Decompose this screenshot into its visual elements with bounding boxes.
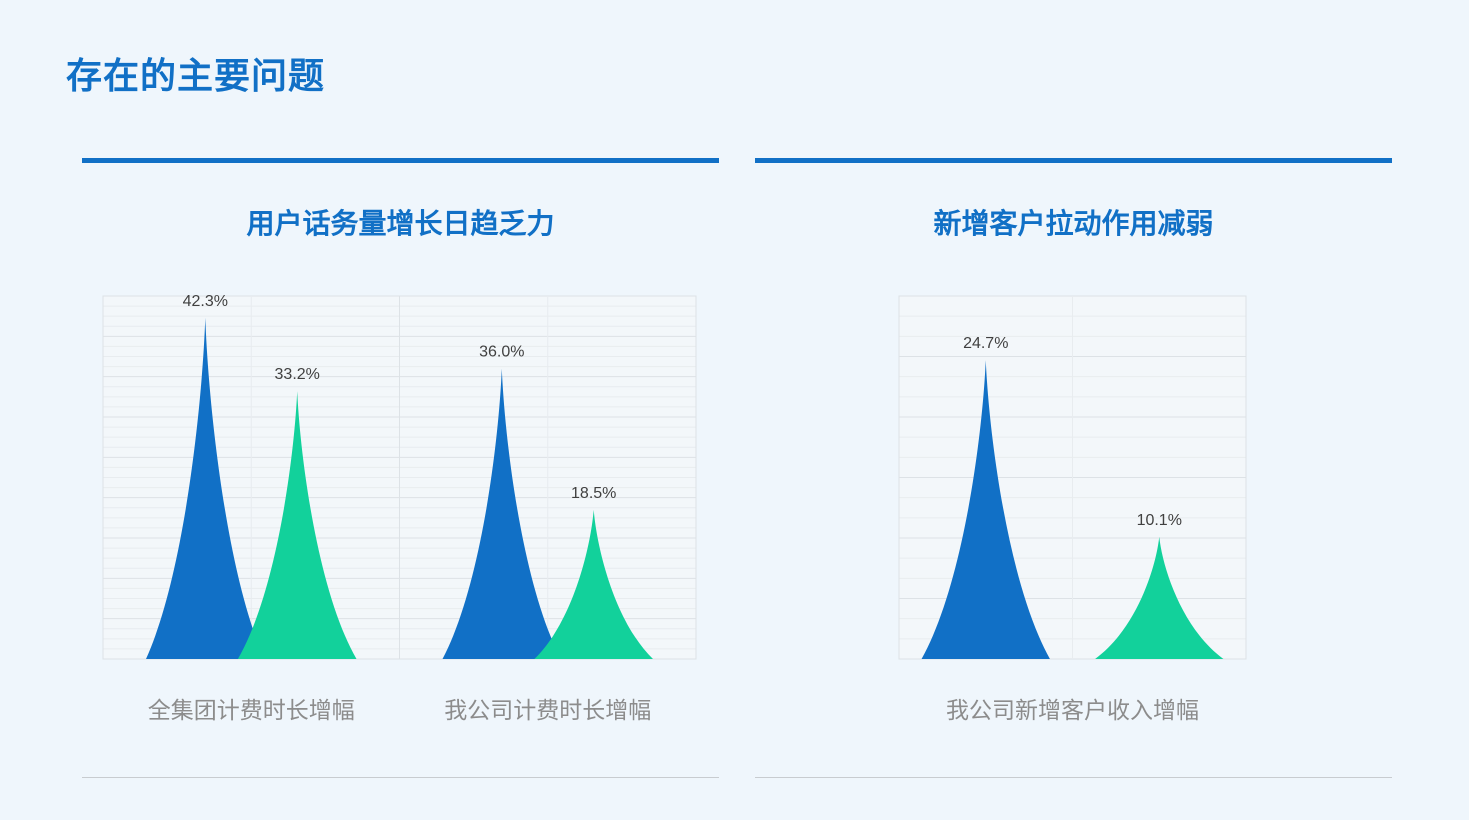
data-label: 18.5%	[571, 485, 616, 502]
data-label: 42.3%	[183, 293, 228, 310]
chart-peak	[534, 509, 654, 659]
chart-svg: 24.7% 10.1% 我公司新增客户收入增幅	[898, 295, 1247, 724]
data-label: 36.0%	[479, 344, 524, 361]
chart-peak	[237, 391, 357, 659]
chart-peak	[442, 368, 562, 659]
panel-bottom-rule	[755, 777, 1392, 778]
panel-bottom-rule	[82, 777, 719, 778]
page-title: 存在的主要问题	[66, 56, 326, 97]
chart-svg: 42.3% 33.2% 全集团计费时长增幅 36.0% 18.5% 我公司计费时长增幅	[102, 293, 697, 724]
panel-right: 新增客户拉动作用减弱 24.7% 10.1% 我公司新增客户收入增幅	[755, 158, 1392, 780]
chart-title: 用户话务量增长日趋乏力	[246, 207, 555, 240]
data-label: 33.2%	[275, 366, 320, 383]
data-label: 24.7%	[963, 335, 1008, 352]
chart-peak	[1095, 536, 1224, 659]
category-label: 我公司计费时长增幅	[444, 698, 651, 724]
category-label: 全集团计费时长增幅	[148, 698, 355, 724]
panel-top-rule	[755, 158, 1392, 163]
data-label: 10.1%	[1137, 512, 1182, 529]
chart-peak	[921, 360, 1050, 659]
chart-title: 新增客户拉动作用减弱	[933, 207, 1214, 240]
panel-left: 用户话务量增长日趋乏力 42.3% 33.2% 全集团计费时长增幅 36.0% 18.5…	[82, 158, 719, 780]
panel-top-rule	[82, 158, 719, 163]
chart-peak	[145, 317, 265, 659]
category-label: 我公司新增客户收入增幅	[946, 698, 1199, 724]
